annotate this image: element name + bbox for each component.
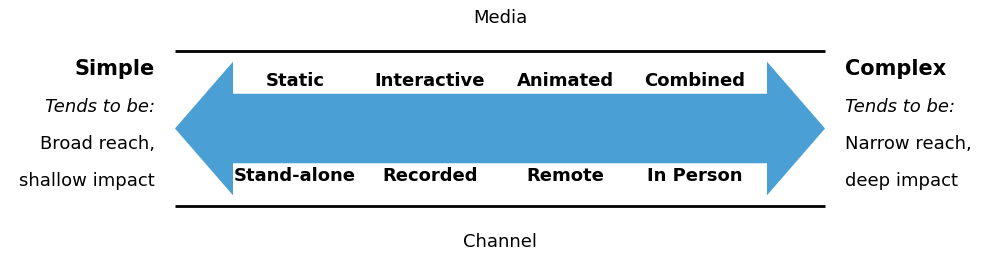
Text: Complex: Complex [845,59,946,79]
Text: Channel: Channel [463,233,537,251]
Text: Recorded: Recorded [382,167,478,185]
Polygon shape [175,62,825,195]
Text: Stand-alone: Stand-alone [234,167,356,185]
Text: shallow impact: shallow impact [19,172,155,190]
Text: Static: Static [266,72,324,90]
Text: Simple: Simple [75,59,155,79]
Text: Narrow reach,: Narrow reach, [845,135,972,153]
Text: Combined: Combined [644,72,746,90]
Text: deep impact: deep impact [845,172,958,190]
Text: Tends to be:: Tends to be: [45,98,155,116]
Text: Animated: Animated [516,72,614,90]
Text: In Person: In Person [647,167,743,185]
Text: Remote: Remote [526,167,604,185]
Text: Interactive: Interactive [375,72,485,90]
Text: Tends to be:: Tends to be: [845,98,955,116]
Text: Broad reach,: Broad reach, [40,135,155,153]
Text: Media: Media [473,9,527,27]
